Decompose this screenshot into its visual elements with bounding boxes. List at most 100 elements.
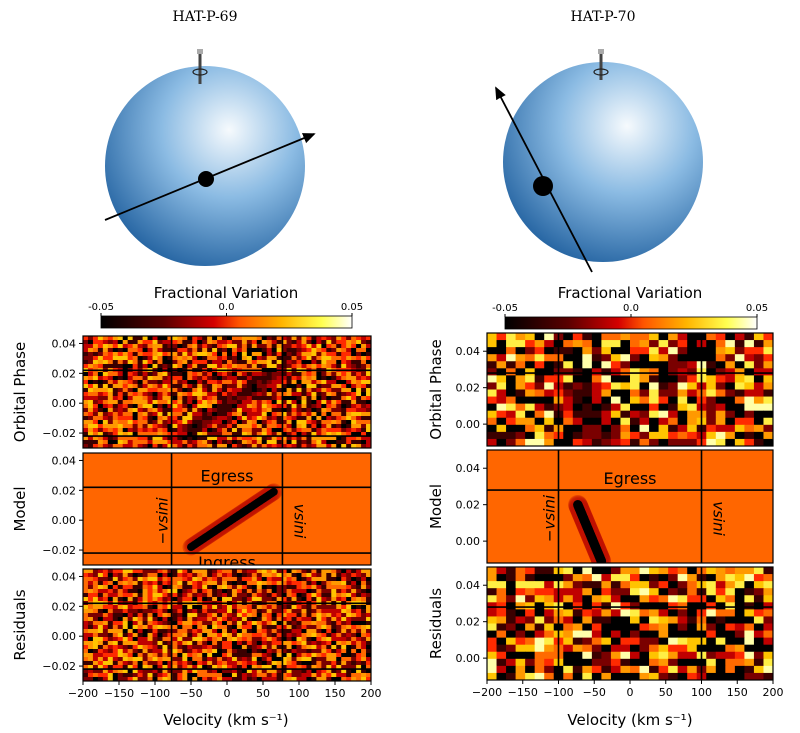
heatmap-cell — [534, 574, 545, 582]
heatmap-cell — [331, 573, 337, 578]
heatmap-cell — [197, 633, 203, 638]
heatmap-cell — [97, 649, 104, 654]
heatmap-cell — [515, 609, 526, 617]
heatmap-cell — [356, 665, 362, 670]
heatmap-cell — [677, 630, 688, 639]
heatmap-cell — [122, 380, 129, 385]
heatmap-cell — [261, 396, 268, 401]
heatmap-cell — [207, 653, 213, 658]
heatmap-cell — [83, 641, 89, 646]
heatmap-cell — [296, 384, 302, 389]
heatmap-cell — [725, 567, 736, 575]
heatmap-cell — [677, 658, 688, 667]
heatmap-cell — [217, 605, 223, 610]
heatmap-cell — [725, 389, 736, 397]
heatmap-cell — [591, 602, 602, 610]
heatmap-cell — [207, 344, 213, 349]
heatmap-cell — [137, 432, 143, 437]
heatmap-cell — [649, 644, 659, 653]
heatmap-cell — [102, 364, 109, 369]
heatmap-cell — [630, 424, 640, 433]
y-tick-label: 0.02 — [456, 616, 481, 629]
heatmap-cell — [331, 661, 337, 666]
heatmap-cell — [152, 348, 158, 353]
heatmap-cell — [83, 597, 89, 602]
heatmap-cell — [296, 340, 302, 345]
heatmap-cell — [311, 645, 317, 650]
heatmap-cell — [706, 375, 717, 383]
heatmap-cell — [306, 396, 312, 401]
heatmap-cell — [326, 609, 332, 614]
heatmap-cell — [316, 404, 322, 409]
heatmap-cell — [361, 444, 367, 448]
heatmap-cell — [227, 380, 233, 385]
heatmap-cell — [620, 382, 631, 390]
heatmap-cell — [582, 333, 593, 341]
heatmap-cell — [336, 589, 342, 594]
heatmap-cell — [306, 617, 312, 622]
heatmap-cell — [97, 657, 104, 662]
heatmap-cell — [356, 613, 362, 618]
heatmap-cell — [331, 428, 337, 433]
heatmap-cell — [281, 657, 287, 662]
heatmap-cell — [147, 380, 153, 385]
heatmap-cell — [306, 388, 312, 393]
heatmap-cell — [207, 609, 213, 614]
heatmap-cell — [346, 653, 352, 658]
heatmap-cell — [217, 424, 223, 429]
heatmap-cell — [261, 657, 268, 662]
heatmap-cell — [182, 400, 188, 405]
heatmap-cell — [487, 361, 497, 369]
heatmap-cell — [306, 593, 312, 598]
heatmap-cell — [658, 340, 669, 348]
heatmap-cell — [92, 573, 99, 578]
heatmap-cell — [544, 665, 555, 674]
heatmap-cell — [212, 661, 218, 666]
heatmap-cell — [649, 438, 659, 446]
heatmap-cell — [92, 424, 99, 429]
heatmap-cell — [341, 440, 347, 445]
heatmap-cell — [142, 340, 148, 345]
heatmap-cell — [316, 384, 322, 389]
heatmap-cell — [601, 396, 612, 405]
heatmap-cell — [102, 669, 109, 674]
heatmap-cell — [92, 416, 99, 421]
heatmap-cell — [261, 376, 268, 381]
heatmap-cell — [286, 360, 292, 365]
heatmap-cell — [351, 340, 357, 345]
heatmap-cell — [87, 609, 94, 614]
heatmap-cell — [331, 665, 337, 670]
heatmap-cell — [296, 364, 302, 369]
heatmap-cell — [630, 438, 640, 446]
heatmap-cell — [192, 669, 198, 674]
heatmap-cell — [687, 403, 698, 412]
heatmap-cell — [241, 641, 248, 646]
heatmap-cell — [92, 657, 99, 662]
heatmap-cell — [87, 376, 94, 381]
heatmap-cell — [107, 432, 114, 437]
heatmap-cell — [87, 665, 94, 670]
heatmap-cell — [137, 637, 143, 642]
heatmap-cell — [83, 609, 89, 614]
heatmap-cell — [572, 651, 583, 660]
heatmap-cell — [117, 440, 124, 445]
heatmap-cell — [734, 354, 745, 362]
heatmap-cell — [301, 356, 307, 361]
heatmap-cell — [301, 372, 307, 377]
heatmap-cell — [326, 625, 332, 630]
heatmap-cell — [356, 649, 362, 654]
heatmap-cell — [301, 645, 307, 650]
heatmap-cell — [212, 372, 218, 377]
heatmap-cell — [107, 621, 114, 626]
heatmap-cell — [187, 609, 193, 614]
heatmap-cell — [361, 657, 367, 662]
heatmap-cell — [227, 404, 233, 409]
heatmap-cell — [296, 392, 302, 397]
heatmap-cell — [92, 440, 99, 445]
heatmap-cell — [152, 585, 158, 590]
heatmap-cell — [167, 657, 173, 662]
heatmap-cell — [112, 597, 119, 602]
heatmap-cell — [677, 389, 688, 397]
heatmap-cell — [236, 436, 243, 441]
heatmap-cell — [217, 356, 223, 361]
